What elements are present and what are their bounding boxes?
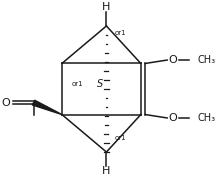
Text: O: O — [169, 113, 178, 123]
Text: or1: or1 — [72, 81, 84, 87]
Text: S: S — [97, 79, 104, 89]
Text: O: O — [169, 55, 178, 65]
Text: O: O — [2, 98, 10, 108]
Text: H: H — [102, 2, 111, 12]
Text: CH₃: CH₃ — [198, 55, 216, 65]
Text: or1: or1 — [114, 135, 126, 141]
Text: H: H — [102, 166, 111, 176]
Text: or1: or1 — [114, 30, 126, 36]
Polygon shape — [32, 100, 62, 115]
Text: CH₃: CH₃ — [198, 113, 216, 123]
